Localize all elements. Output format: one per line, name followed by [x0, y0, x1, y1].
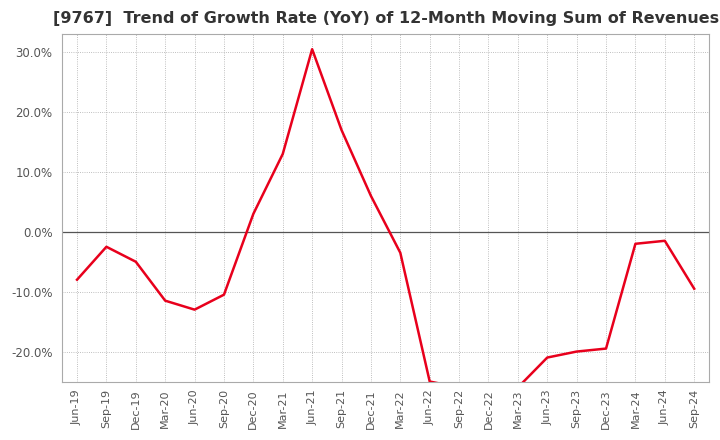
Title: [9767]  Trend of Growth Rate (YoY) of 12-Month Moving Sum of Revenues: [9767] Trend of Growth Rate (YoY) of 12-… [53, 11, 719, 26]
